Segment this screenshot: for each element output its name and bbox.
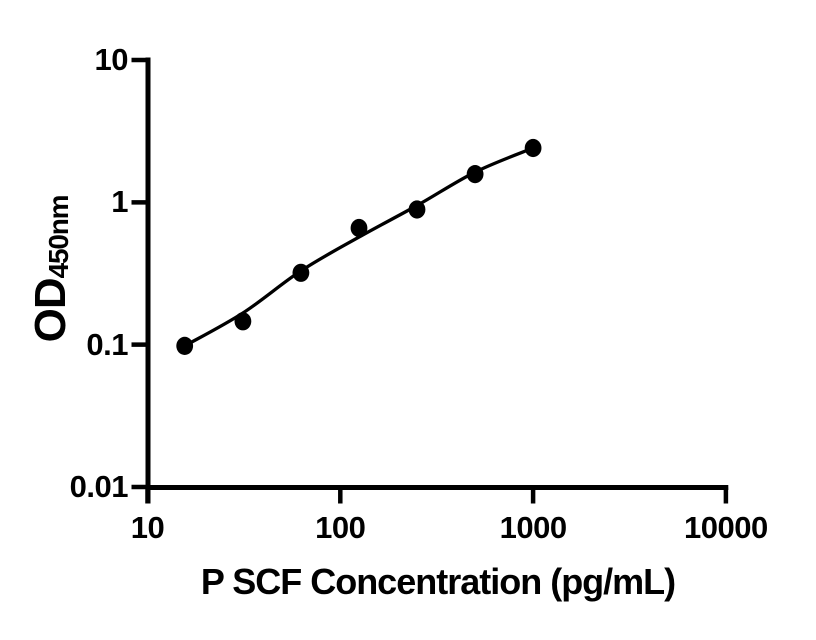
y-tick-label: 0.1: [86, 326, 128, 362]
y-tick-label: 1: [111, 184, 128, 220]
x-tick-label: 100: [315, 510, 366, 545]
data-point: [234, 312, 252, 331]
data-points: [176, 138, 542, 355]
y-axis-title-subscript: 450nm: [43, 195, 74, 279]
x-tick-label: 1000: [499, 510, 567, 545]
y-tick-label: 0.01: [69, 469, 129, 504]
x-tick-label: 10: [130, 510, 165, 545]
y-axis-title: OD450nm: [26, 195, 75, 343]
x-tick-label: 10000: [684, 510, 768, 545]
data-point: [292, 263, 310, 282]
data-point: [466, 165, 484, 184]
y-tick-label: 10: [94, 42, 129, 77]
data-point: [408, 200, 426, 219]
axis-tick-marks: [131, 57, 729, 504]
data-point: [176, 336, 194, 355]
data-point: [524, 138, 542, 158]
x-axis-title: P SCF Concentration (pg/mL): [200, 561, 676, 602]
y-axis-title-main: OD: [26, 278, 75, 343]
data-point: [350, 218, 368, 238]
